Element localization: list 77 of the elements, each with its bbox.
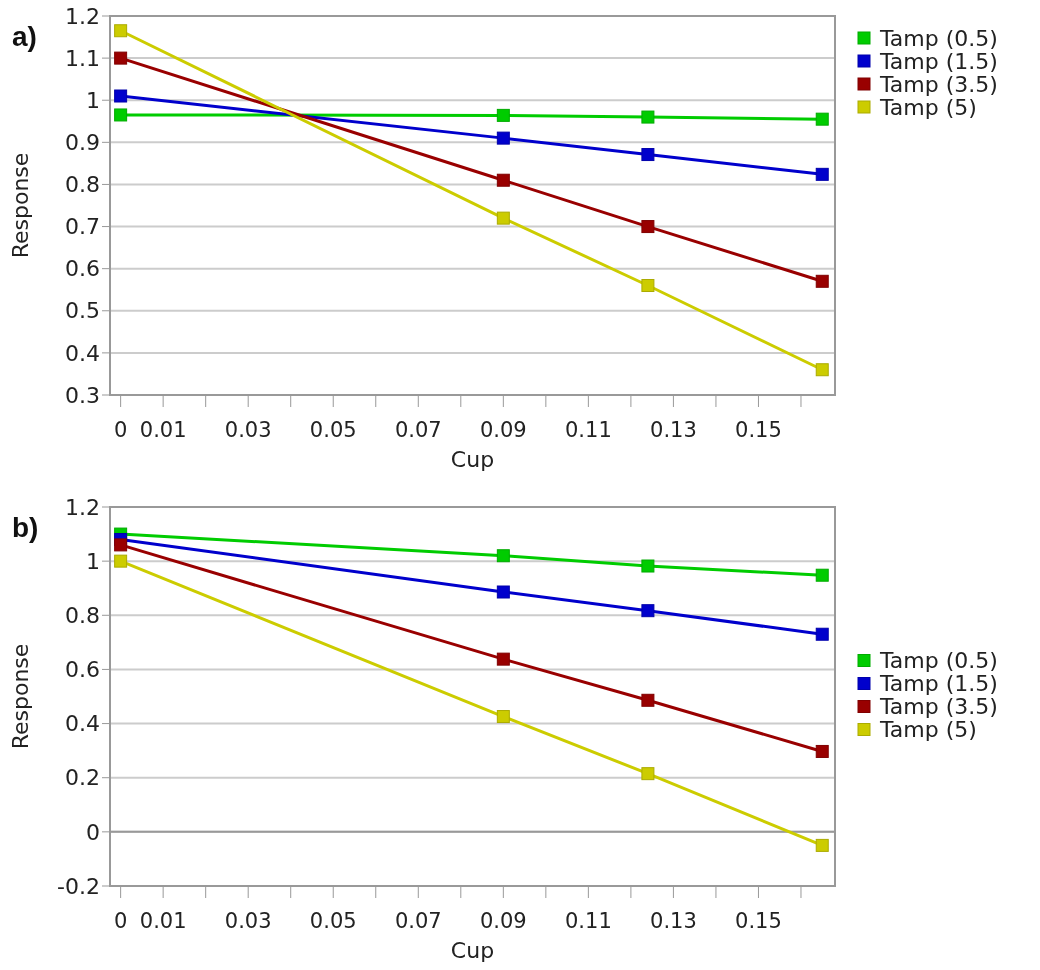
- x-tick-label: 0.11: [564, 418, 612, 442]
- y-tick-label: 0.4: [65, 711, 100, 737]
- legend-label: Tamp (5): [879, 717, 977, 743]
- y-tick-label: 1.2: [65, 494, 100, 520]
- x-tick-label: 0.01: [139, 909, 187, 933]
- y-tick-label: 1.2: [65, 3, 100, 29]
- point: [496, 173, 510, 187]
- y-tick-label: 0: [86, 819, 100, 845]
- x-tick-label: 0.05: [309, 909, 357, 933]
- point: [815, 568, 829, 582]
- y-tick-label: 0.8: [65, 602, 100, 628]
- y-tick-label: 0.5: [65, 298, 100, 324]
- x-tick-label: 0.13: [650, 909, 697, 933]
- point: [496, 108, 510, 122]
- y-tick-label: 0.6: [65, 256, 100, 282]
- point: [641, 559, 655, 573]
- x-axis-title: Cup: [450, 938, 495, 963]
- y-tick-label: 1: [86, 87, 100, 113]
- x-tick-label: 0.13: [650, 418, 697, 442]
- x-axis-title: Cup: [450, 447, 495, 472]
- x-tick-label: 0: [113, 418, 128, 442]
- point: [114, 89, 128, 103]
- point: [114, 554, 128, 568]
- point: [815, 112, 829, 126]
- legend-label: Tamp (1.5): [879, 671, 998, 697]
- legend-label: Tamp (3.5): [879, 694, 998, 720]
- y-tick-label: 0.4: [65, 340, 100, 366]
- point: [641, 767, 655, 781]
- x-tick-label: 0.11: [564, 909, 612, 933]
- point: [496, 131, 510, 145]
- point: [496, 710, 510, 724]
- y-tick-label: 0.6: [65, 657, 100, 683]
- point: [815, 744, 829, 758]
- point: [114, 538, 128, 552]
- y-tick-label: -0.2: [57, 873, 100, 899]
- chart-title: b): [12, 512, 39, 543]
- x-tick-label: 0.03: [224, 909, 272, 933]
- point: [815, 363, 829, 377]
- x-tick-label: 0.09: [479, 909, 527, 933]
- y-tick-label: 0.3: [65, 382, 100, 408]
- x-tick-label: 0: [113, 909, 128, 933]
- x-tick-label: 0.07: [394, 418, 442, 442]
- legend-label: Tamp (0.5): [879, 25, 998, 51]
- x-tick-label: 0.03: [224, 418, 272, 442]
- x-tick-label: 0.05: [309, 418, 357, 442]
- y-axis-title: Response: [8, 643, 33, 750]
- point: [641, 604, 655, 618]
- point: [496, 549, 510, 563]
- y-tick-label: 0.8: [65, 172, 100, 198]
- y-axis-title: Response: [8, 152, 33, 259]
- x-tick-label: 0.01: [139, 418, 187, 442]
- y-tick-label: 1: [86, 548, 100, 574]
- point: [815, 274, 829, 288]
- point: [641, 110, 655, 124]
- y-tick-label: 0.7: [65, 214, 100, 240]
- x-tick-label: 0.15: [735, 418, 782, 442]
- point: [641, 148, 655, 162]
- point: [496, 652, 510, 666]
- point: [496, 585, 510, 599]
- point: [114, 108, 128, 122]
- point: [815, 627, 829, 641]
- x-tick-label: 0.07: [394, 909, 442, 933]
- point: [815, 167, 829, 181]
- point: [114, 24, 128, 38]
- x-tick-label: 0.09: [479, 418, 527, 442]
- point: [641, 220, 655, 234]
- point: [496, 211, 510, 225]
- point: [815, 838, 829, 852]
- point: [114, 51, 128, 65]
- y-tick-label: 1.1: [65, 45, 100, 71]
- legend-label: Tamp (0.5): [879, 648, 998, 674]
- point: [641, 279, 655, 293]
- x-tick-label: 0.15: [735, 909, 782, 933]
- chart-title: a): [12, 21, 37, 52]
- y-tick-label: 0.9: [65, 130, 100, 156]
- point: [641, 693, 655, 707]
- y-tick-label: 0.2: [65, 765, 100, 791]
